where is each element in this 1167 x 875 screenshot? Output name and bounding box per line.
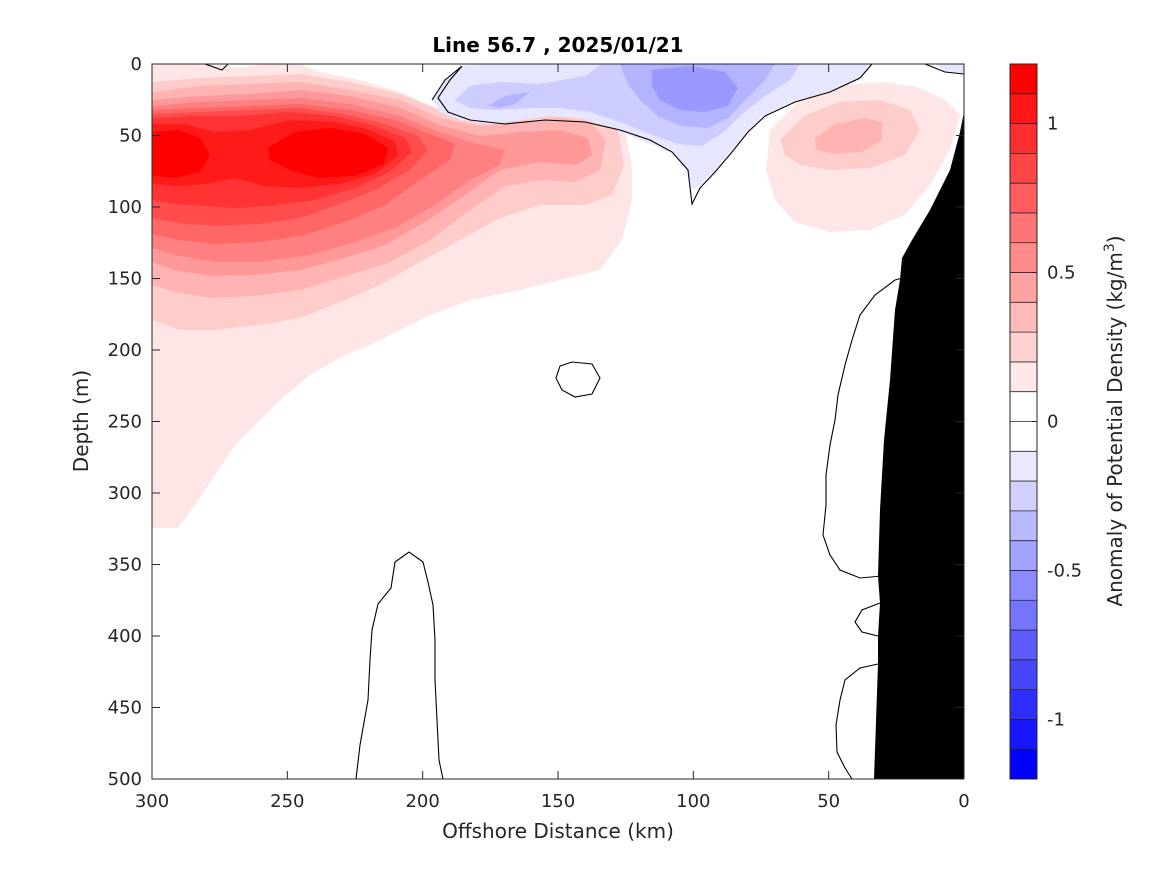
zero-contour-ring-mid bbox=[555, 361, 601, 398]
colorbar-level bbox=[1010, 689, 1037, 720]
x-tick-label: 250 bbox=[270, 791, 304, 812]
y-tick-label: 350 bbox=[108, 555, 142, 576]
zero-contour-slope-mid bbox=[854, 602, 881, 637]
colorbar-level bbox=[1010, 332, 1037, 363]
x-tick-label: 0 bbox=[958, 791, 969, 812]
colorbar-levels bbox=[1010, 63, 1037, 780]
colorbar-level bbox=[1010, 451, 1037, 482]
y-tick-label: 450 bbox=[108, 698, 142, 719]
colorbar-level bbox=[1010, 391, 1037, 422]
colorbar-level bbox=[1010, 361, 1037, 393]
contour-fills bbox=[152, 64, 964, 528]
contour-fill-negative-0.1-east bbox=[935, 64, 964, 74]
colorbar-label-text: Anomaly of Potential Density (kg/m bbox=[1103, 252, 1127, 606]
contour-fill-negative-0.3 bbox=[488, 92, 530, 108]
colorbar-level bbox=[1010, 302, 1037, 333]
x-tick-label: 200 bbox=[405, 791, 439, 812]
contour-lines bbox=[204, 64, 964, 779]
colorbar-level bbox=[1010, 540, 1037, 571]
x-tick-label: 50 bbox=[817, 791, 840, 812]
plot-area bbox=[151, 63, 965, 780]
y-tick-label: 150 bbox=[108, 269, 142, 290]
colorbar-level bbox=[1010, 183, 1037, 214]
colorbar-level bbox=[1010, 600, 1037, 631]
colorbar-level bbox=[1010, 659, 1037, 691]
colorbar-level bbox=[1010, 481, 1037, 512]
colorbar-level bbox=[1010, 123, 1037, 154]
colorbar-level bbox=[1010, 212, 1037, 244]
colorbar-level bbox=[1010, 153, 1037, 184]
colorbar-level bbox=[1010, 570, 1037, 601]
colorbar-tick-label: 0.5 bbox=[1047, 263, 1076, 284]
zero-contour-deep-tongue bbox=[355, 551, 444, 779]
colorbar-label: Anomaly of Potential Density (kg/m3) bbox=[1102, 235, 1127, 606]
zero-contour-nw bbox=[204, 64, 229, 71]
bathymetry-land bbox=[874, 112, 964, 779]
contour-fill-positive-1.0-core bbox=[268, 128, 388, 178]
x-axis: 300 250 200 150 100 50 0 bbox=[135, 64, 970, 812]
y-tick-label: 300 bbox=[108, 483, 142, 504]
colorbar-level bbox=[1010, 630, 1037, 661]
zero-contour-slope-upper bbox=[822, 275, 911, 579]
colorbar-level bbox=[1010, 719, 1037, 750]
y-tick-label: 200 bbox=[108, 340, 142, 361]
y-tick-label: 400 bbox=[108, 626, 142, 647]
colorbar-level bbox=[1010, 510, 1037, 542]
contour-fill-positive-1.0-west bbox=[152, 130, 210, 178]
colorbar-tick-label: 0 bbox=[1047, 412, 1058, 433]
y-tick-label: 250 bbox=[108, 412, 142, 433]
chart-title: Line 56.7 , 2025/01/21 bbox=[432, 33, 683, 57]
colorbar-ticks: 1 0.5 0 -0.5 -1 bbox=[1032, 114, 1082, 730]
colorbar-level bbox=[1010, 749, 1037, 780]
contour-fill-negative-0.4 bbox=[652, 66, 738, 112]
y-tick-label: 100 bbox=[108, 197, 142, 218]
x-tick-label: 300 bbox=[135, 791, 169, 812]
y-axis-label: Depth (m) bbox=[69, 370, 93, 472]
colorbar-level bbox=[1010, 421, 1037, 452]
colorbar-level bbox=[1010, 242, 1037, 274]
colorbar-level bbox=[1010, 64, 1037, 95]
zero-contour-ne bbox=[924, 64, 964, 75]
colorbar-tick-label: 1 bbox=[1047, 114, 1058, 135]
x-tick-label: 100 bbox=[676, 791, 710, 812]
colorbar-tick-label: -1 bbox=[1047, 709, 1065, 730]
zero-contour-surface bbox=[431, 64, 873, 206]
colorbar: 1 0.5 0 -0.5 -1 Anomaly of Potential Density… bbox=[1009, 63, 1127, 780]
colorbar-tick-label: -0.5 bbox=[1047, 560, 1082, 581]
colorbar-label-superscript: 3 bbox=[1102, 243, 1118, 252]
contour-fill-positive-0.3-east bbox=[815, 118, 882, 154]
y-tick-label: 0 bbox=[131, 54, 142, 75]
y-tick-label: 500 bbox=[108, 769, 142, 790]
x-axis-label: Offshore Distance (km) bbox=[442, 819, 674, 843]
x-tick-label: 150 bbox=[541, 791, 575, 812]
colorbar-level bbox=[1010, 93, 1037, 125]
colorbar-label-close: ) bbox=[1103, 235, 1127, 243]
y-axis: 0 50 100 150 200 250 300 350 400 450 500 bbox=[108, 54, 964, 790]
y-tick-label: 50 bbox=[119, 126, 142, 147]
colorbar-level bbox=[1010, 272, 1037, 303]
zero-contour-slope-lower bbox=[835, 663, 879, 779]
